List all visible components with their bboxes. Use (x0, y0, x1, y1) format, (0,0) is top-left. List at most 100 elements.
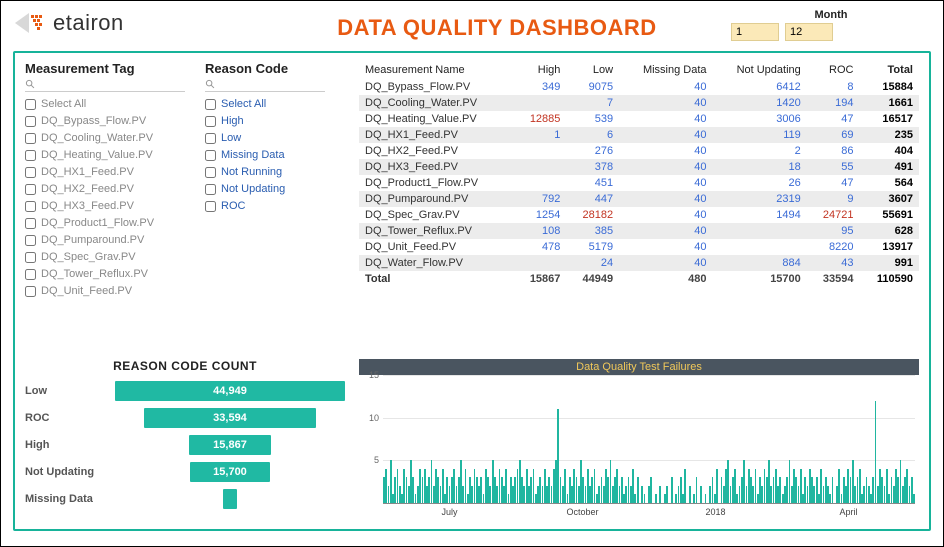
filter-item[interactable]: Not Updating (205, 181, 325, 198)
table-cell: 1254 (514, 207, 567, 223)
reason-search[interactable] (205, 78, 325, 92)
filter-label: DQ_HX1_Feed.PV (41, 164, 134, 181)
table-cell (514, 159, 567, 175)
table-cell: 40 (619, 207, 712, 223)
table-row[interactable]: DQ_Unit_Feed.PV478517940822013917 (359, 239, 919, 255)
filter-checkbox[interactable] (25, 201, 36, 212)
filter-checkbox[interactable] (25, 150, 36, 161)
filter-checkbox[interactable] (25, 252, 36, 263)
reason-code-filter: Reason Code Select AllHighLowMissing Dat… (205, 61, 325, 351)
table-cell: DQ_HX1_Feed.PV (359, 127, 514, 143)
filter-checkbox[interactable] (25, 184, 36, 195)
filter-item[interactable]: Not Running (205, 164, 325, 181)
filter-checkbox[interactable] (205, 116, 216, 127)
filter-item[interactable]: Select All (25, 96, 185, 113)
table-row[interactable]: DQ_Pumparound.PV79244740231993607 (359, 191, 919, 207)
table-cell: 9 (807, 191, 860, 207)
filter-item[interactable]: High (205, 113, 325, 130)
time-series-chart: Data Quality Test Failures 51015 JulyOct… (359, 359, 919, 521)
filter-checkbox[interactable] (205, 184, 216, 195)
column-header[interactable]: Missing Data (619, 61, 712, 79)
filter-checkbox[interactable] (205, 150, 216, 161)
filter-item[interactable]: Missing Data (205, 147, 325, 164)
filter-item[interactable]: DQ_HX3_Feed.PV (25, 198, 185, 215)
filters-pane: Measurement Tag Select AllDQ_Bypass_Flow… (25, 61, 345, 351)
filter-item[interactable]: Select All (205, 96, 325, 113)
filter-checkbox[interactable] (25, 116, 36, 127)
column-header[interactable]: Not Updating (713, 61, 807, 79)
filter-item[interactable]: DQ_Cooling_Water.PV (25, 130, 185, 147)
filter-item[interactable]: DQ_Heating_Value.PV (25, 147, 185, 164)
filter-checkbox[interactable] (25, 286, 36, 297)
table-cell: 276 (566, 143, 619, 159)
filter-checkbox[interactable] (205, 167, 216, 178)
filter-checkbox[interactable] (25, 235, 36, 246)
table-cell: DQ_Bypass_Flow.PV (359, 79, 514, 95)
table-cell: 40 (619, 79, 712, 95)
filter-item[interactable]: DQ_Bypass_Flow.PV (25, 113, 185, 130)
chart-plot: 51015 JulyOctober2018April (359, 375, 919, 521)
filter-item[interactable]: DQ_Spec_Grav.PV (25, 249, 185, 266)
brand-logo: etairon (13, 9, 263, 37)
filter-label: DQ_Unit_Feed.PV (41, 283, 132, 300)
filter-checkbox[interactable] (25, 167, 36, 178)
filter-item[interactable]: DQ_Unit_Feed.PV (25, 283, 185, 300)
table-row[interactable]: DQ_HX2_Feed.PV27640286404 (359, 143, 919, 159)
filter-checkbox[interactable] (25, 99, 36, 110)
filter-item[interactable]: DQ_Tower_Reflux.PV (25, 266, 185, 283)
ts-bar (689, 486, 691, 503)
funnel-row: Low44,949 (25, 379, 345, 403)
filter-checkbox[interactable] (25, 133, 36, 144)
ts-bar (684, 469, 686, 503)
table-row[interactable]: DQ_Bypass_Flow.PV3499075406412815884 (359, 79, 919, 95)
ts-bar (655, 494, 657, 503)
table-cell: 194 (807, 95, 860, 111)
search-icon (205, 79, 216, 90)
table-cell: 12885 (514, 111, 567, 127)
filter-checkbox[interactable] (205, 201, 216, 212)
tag-search[interactable] (25, 78, 185, 92)
month-from-input[interactable] (731, 23, 779, 41)
x-tick: April (782, 504, 915, 521)
table-row[interactable]: DQ_Tower_Reflux.PV1083854095628 (359, 223, 919, 239)
filter-item[interactable]: DQ_HX2_Feed.PV (25, 181, 185, 198)
reason-code-count-chart: REASON CODE COUNT Low44,949ROC33,594High… (25, 359, 345, 521)
filter-checkbox[interactable] (25, 218, 36, 229)
column-header[interactable]: Low (566, 61, 619, 79)
table-cell: 564 (859, 175, 919, 191)
ts-bar (700, 486, 702, 503)
column-header[interactable]: Total (859, 61, 919, 79)
filter-checkbox[interactable] (205, 133, 216, 144)
table-row[interactable]: DQ_Spec_Grav.PV1254281824014942472155691 (359, 207, 919, 223)
table-row[interactable]: DQ_Heating_Value.PV128855394030064716517 (359, 111, 919, 127)
filter-label: Not Running (221, 164, 282, 181)
table-cell: Total (359, 271, 514, 287)
filter-item[interactable]: Low (205, 130, 325, 147)
filter-item[interactable]: ROC (205, 198, 325, 215)
column-header[interactable]: High (514, 61, 567, 79)
table-row[interactable]: DQ_Water_Flow.PV244088443991 (359, 255, 919, 271)
month-to-input[interactable] (785, 23, 833, 41)
funnel-row: Not Updating15,700 (25, 460, 345, 484)
filter-item[interactable]: DQ_Pumparound.PV (25, 232, 185, 249)
brand-name: etairon (53, 10, 124, 36)
table-row[interactable]: Total15867449494801570033594110590 (359, 271, 919, 287)
column-header[interactable]: Measurement Name (359, 61, 514, 79)
table-row[interactable]: DQ_Cooling_Water.PV74014201941661 (359, 95, 919, 111)
column-header[interactable]: ROC (807, 61, 860, 79)
table-row[interactable]: DQ_HX1_Feed.PV164011969235 (359, 127, 919, 143)
filter-label: DQ_Bypass_Flow.PV (41, 113, 146, 130)
reason-filter-heading: Reason Code (205, 61, 325, 76)
filter-checkbox[interactable] (205, 99, 216, 110)
filter-item[interactable]: DQ_HX1_Feed.PV (25, 164, 185, 181)
table-cell: 539 (566, 111, 619, 127)
table-cell (514, 95, 567, 111)
filter-label: Select All (41, 96, 86, 113)
filter-item[interactable]: DQ_Product1_Flow.PV (25, 215, 185, 232)
table-cell: DQ_Cooling_Water.PV (359, 95, 514, 111)
filter-checkbox[interactable] (25, 269, 36, 280)
table-row[interactable]: DQ_Product1_Flow.PV451402647564 (359, 175, 919, 191)
ts-bar (716, 469, 718, 503)
table-row[interactable]: DQ_HX3_Feed.PV378401855491 (359, 159, 919, 175)
table-cell: 235 (859, 127, 919, 143)
